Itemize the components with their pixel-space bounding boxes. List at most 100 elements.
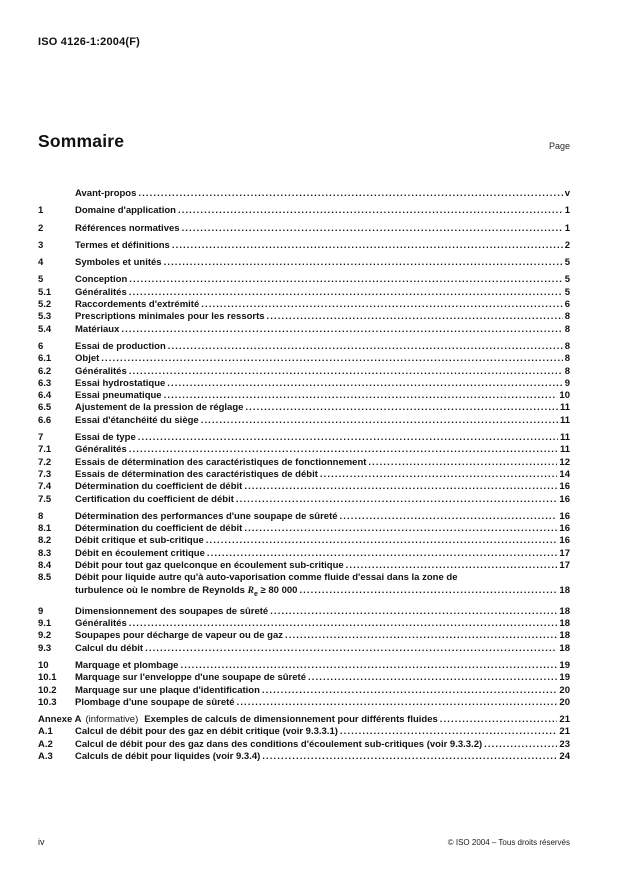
toc-dots-leader xyxy=(245,402,558,414)
toc-entry-page: 19 xyxy=(559,672,570,684)
toc-group: 4 Symboles et unités 5 xyxy=(38,257,570,269)
toc-group: 3 Termes et définitions 2 xyxy=(38,240,570,252)
toc-entry-page: 24 xyxy=(559,751,570,763)
toc-entry-number: Annexe A xyxy=(38,714,82,726)
toc-entry-label: Détermination des performances d'une sou… xyxy=(75,510,338,522)
toc-entry: 6.2 Généralités 8 xyxy=(38,366,570,378)
toc-entry-page: 18 xyxy=(559,642,570,654)
toc-entry: 7.1 Généralités 11 xyxy=(38,444,570,456)
toc-entry-label: Références normatives xyxy=(75,222,180,234)
toc-dots-leader xyxy=(138,432,558,444)
toc-entry-number: 6 xyxy=(38,340,44,352)
toc-entry-label: Marquage sur une plaque d'identification xyxy=(75,684,260,696)
toc-group: 8 Détermination des performances d'une so… xyxy=(38,511,570,601)
toc-entry: 8.4 Débit pour tout gaz quelconque en éco… xyxy=(38,560,570,572)
toc-entry-label: Domaine d'application xyxy=(75,205,176,217)
toc-dots-leader xyxy=(484,739,557,751)
toc-entry: 6.1 Objet 8 xyxy=(38,353,570,365)
toc-entry-page: 8 xyxy=(564,365,570,377)
toc-entry-number: 7.2 xyxy=(38,456,52,468)
toc-dots-leader xyxy=(244,523,557,535)
toc-dots-leader xyxy=(346,560,558,572)
toc-entry-label: Exemples de calculs de dimensionnement p… xyxy=(144,714,438,726)
toc-entry: 7.4 Détermination du coefficient de débit… xyxy=(38,481,570,493)
toc-entry-number: 6.4 xyxy=(38,390,52,402)
toc-dots-leader xyxy=(308,672,557,684)
toc-entry-number: 8.3 xyxy=(38,547,52,559)
toc-dots-leader xyxy=(299,585,557,597)
toc-entry-label: Marquage et plombage xyxy=(75,659,179,671)
toc-group: 2 Références normatives 1 xyxy=(38,223,570,235)
toc-entry-number: 9 xyxy=(38,605,44,617)
toc-entry-number: 7 xyxy=(38,432,44,444)
toc-dots-leader xyxy=(182,223,563,235)
toc-group: 6 Essai de production 8 6.1 Objet 8 6.2 Général… xyxy=(38,341,570,427)
toc-entry-number: 8.5 xyxy=(38,572,52,584)
toc-entry-label: Essai d'étanchéité du siège xyxy=(75,414,199,426)
toc-dots-leader xyxy=(206,535,558,547)
toc-entry: 5.2 Raccordements d'extrémité 6 xyxy=(38,299,570,311)
toc-entry-label: Soupapes pour décharge de vapeur ou de g… xyxy=(75,630,283,642)
toc-entry-label: Débit pour liquide autre qu'à auto-vapor… xyxy=(75,572,458,584)
reynolds-subscript: e xyxy=(253,590,258,598)
toc-entry: 9 Dimensionnement des soupapes de sûreté 1… xyxy=(38,606,570,618)
toc-entry: 10.2 Marquage sur une plaque d'identifica… xyxy=(38,685,570,697)
toc-entry: 6 Essai de production 8 xyxy=(38,341,570,353)
toc-entry-page: 17 xyxy=(559,547,570,559)
toc-group: Annexe A (informative) Exemples de calculs… xyxy=(38,714,570,763)
toc-dots-leader xyxy=(262,685,558,697)
toc-dots-leader xyxy=(237,697,558,709)
toc-entry-page: 5 xyxy=(564,257,570,269)
toc-entry-number: 6.5 xyxy=(38,402,52,414)
toc-entry-label: Débit en écoulement critique xyxy=(75,547,205,559)
toc-entry-label: Détermination du coefficient de débit xyxy=(75,481,243,493)
toc-entry-label: Détermination du coefficient de débit xyxy=(75,523,243,535)
toc-entry-label: Symboles et unités xyxy=(75,257,162,269)
toc-entry-number: 5.4 xyxy=(38,323,52,335)
toc-entry: 8.2 Débit critique et sub-critique 16 xyxy=(38,535,570,547)
toc-entry: 2 Références normatives 1 xyxy=(38,223,570,235)
toc-entry-number: A.2 xyxy=(38,738,53,750)
toc-entry-page: 16 xyxy=(559,535,570,547)
toc-entry: 6.6 Essai d'étanchéité du siège 11 xyxy=(38,415,570,427)
toc-dots-leader xyxy=(285,630,557,642)
toc-entry-number: 6.1 xyxy=(38,353,52,365)
toc-dots-leader xyxy=(167,378,562,390)
toc-entry-continuation: turbulence où le nombre de Reynolds Re ≥… xyxy=(38,585,570,601)
toc-group: 7 Essai de type 11 7.1 Généralités 11 7.2 Essai… xyxy=(38,432,570,506)
toc-entry: 7.3 Essais de détermination des caractéri… xyxy=(38,469,570,481)
toc-entry: 10 Marquage et plombage 19 xyxy=(38,660,570,672)
toc-entry: 8.3 Débit en écoulement critique 17 xyxy=(38,548,570,560)
toc-entry-label: Essai de production xyxy=(75,340,166,352)
toc-dots-leader xyxy=(129,618,558,630)
toc-entry-label: Dimensionnement des soupapes de sûreté xyxy=(75,605,269,617)
toc-entry-page: 21 xyxy=(559,726,570,738)
toc-dots-leader xyxy=(101,353,562,365)
toc-dots-leader xyxy=(145,643,557,655)
page-column-label: Page xyxy=(548,141,570,151)
toc-entry-page: 23 xyxy=(559,738,570,750)
toc-entry-number: 5.1 xyxy=(38,286,52,298)
toc-entry: 6.3 Essai hydrostatique 9 xyxy=(38,378,570,390)
toc-entry-qualifier: (informative) xyxy=(85,714,139,726)
toc-entry-page: 16 xyxy=(559,493,570,505)
page-footer: iv © ISO 2004 – Tous droits réservés xyxy=(38,837,570,847)
toc-entry-number: 3 xyxy=(38,239,44,251)
toc-dots-leader xyxy=(121,324,562,336)
toc-dots-leader xyxy=(440,714,558,726)
toc-entry-number: A.3 xyxy=(38,751,53,763)
toc-entry-label: Marquage sur l'enveloppe d'une soupape d… xyxy=(75,672,306,684)
toc-dots-leader xyxy=(180,660,557,672)
toc-entry-number: 7.3 xyxy=(38,468,52,480)
reynolds-symbol: R xyxy=(247,585,254,596)
toc-entry-label: Conception xyxy=(75,274,128,286)
toc-entry-page: 8 xyxy=(564,323,570,335)
toc-entry: 3 Termes et définitions 2 xyxy=(38,240,570,252)
toc-group: 1 Domaine d'application 1 xyxy=(38,205,570,217)
toc-entry-label: Calculs de débit pour liquides (voir 9.3… xyxy=(75,751,261,763)
toc-entry-number: 10.1 xyxy=(38,672,57,684)
toc-entry: A.3 Calculs de débit pour liquides (voir … xyxy=(38,751,570,763)
toc-entry-number: 5.3 xyxy=(38,311,52,323)
toc-entry: 6.5 Ajustement de la pression de réglage 1… xyxy=(38,402,570,414)
